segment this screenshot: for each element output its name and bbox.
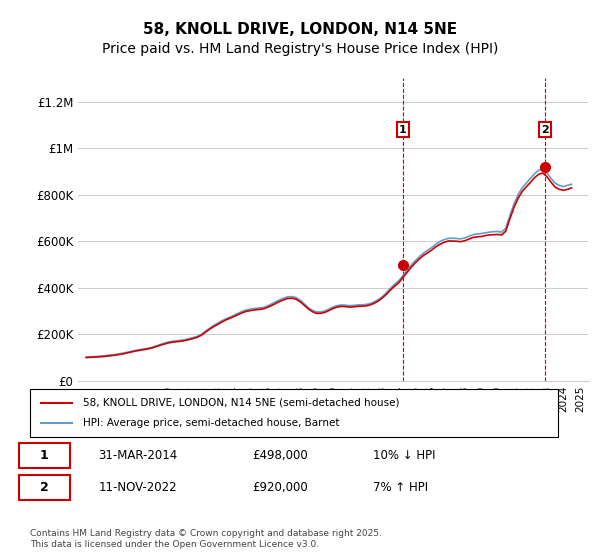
Text: 2: 2: [541, 124, 548, 134]
Text: Price paid vs. HM Land Registry's House Price Index (HPI): Price paid vs. HM Land Registry's House …: [102, 42, 498, 56]
Text: 1: 1: [399, 124, 407, 134]
Text: 1: 1: [40, 449, 49, 462]
Text: 10% ↓ HPI: 10% ↓ HPI: [373, 449, 436, 462]
Text: HPI: Average price, semi-detached house, Barnet: HPI: Average price, semi-detached house,…: [83, 418, 340, 428]
Text: 7% ↑ HPI: 7% ↑ HPI: [373, 481, 428, 494]
Text: £498,000: £498,000: [252, 449, 308, 462]
FancyBboxPatch shape: [19, 475, 70, 500]
Text: £920,000: £920,000: [252, 481, 308, 494]
FancyBboxPatch shape: [30, 389, 558, 437]
Text: 2: 2: [40, 481, 49, 494]
Text: 58, KNOLL DRIVE, LONDON, N14 5NE (semi-detached house): 58, KNOLL DRIVE, LONDON, N14 5NE (semi-d…: [83, 398, 400, 408]
FancyBboxPatch shape: [19, 443, 70, 468]
Text: 58, KNOLL DRIVE, LONDON, N14 5NE: 58, KNOLL DRIVE, LONDON, N14 5NE: [143, 22, 457, 38]
Text: 11-NOV-2022: 11-NOV-2022: [98, 481, 177, 494]
Text: Contains HM Land Registry data © Crown copyright and database right 2025.
This d: Contains HM Land Registry data © Crown c…: [30, 529, 382, 549]
Text: 31-MAR-2014: 31-MAR-2014: [98, 449, 178, 462]
